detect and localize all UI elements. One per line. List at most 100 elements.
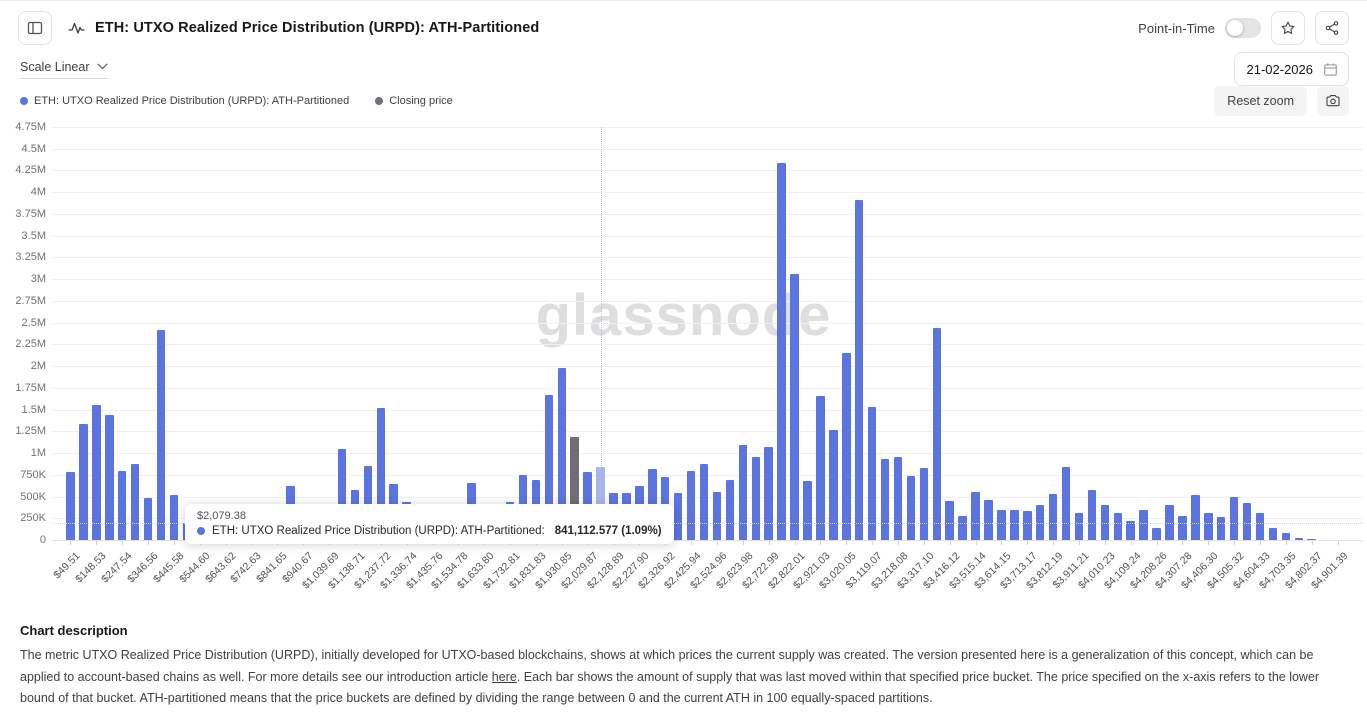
screenshot-button[interactable] xyxy=(1317,86,1349,116)
y-axis-label: 0 xyxy=(39,534,46,546)
legend-closing-label: Closing price xyxy=(389,95,453,107)
point-in-time-toggle[interactable] xyxy=(1225,18,1261,38)
bar[interactable] xyxy=(919,467,929,540)
favorite-button[interactable] xyxy=(1271,11,1305,45)
bar[interactable] xyxy=(79,423,88,540)
y-axis: 0 250K 500K 750K 1M 1.25M 1.5M 1.75M 2M 2.25M 2.5M… xyxy=(0,121,46,546)
bar[interactable] xyxy=(803,480,812,540)
bar[interactable] xyxy=(1281,533,1291,540)
bar[interactable] xyxy=(751,457,760,540)
x-axis-tick xyxy=(975,541,977,545)
bar[interactable] xyxy=(686,471,696,540)
bar[interactable] xyxy=(1204,513,1213,540)
bar[interactable] xyxy=(117,471,127,540)
bar[interactable] xyxy=(932,328,942,540)
x-axis-tick xyxy=(897,541,899,545)
bar[interactable] xyxy=(777,162,786,540)
description-link[interactable]: here xyxy=(491,669,517,684)
bar[interactable] xyxy=(764,446,773,540)
x-axis-tick xyxy=(1337,541,1339,545)
x-axis-tick xyxy=(820,541,822,545)
bar[interactable] xyxy=(842,353,851,540)
bar[interactable] xyxy=(557,367,567,540)
bar[interactable] xyxy=(92,405,101,540)
bar[interactable] xyxy=(1152,527,1161,540)
x-axis-tick xyxy=(1285,541,1287,545)
bar[interactable] xyxy=(1242,503,1252,540)
bar[interactable] xyxy=(66,471,75,540)
bar[interactable] xyxy=(1023,511,1032,540)
y-axis-label: 2.75M xyxy=(15,294,46,307)
bar[interactable] xyxy=(143,497,153,540)
description-heading: Chart description xyxy=(20,623,128,638)
x-axis-tick xyxy=(96,541,98,545)
bar[interactable] xyxy=(169,495,179,540)
bar[interactable] xyxy=(376,407,386,540)
bar[interactable] xyxy=(712,492,722,540)
bar[interactable] xyxy=(1229,497,1239,540)
bar[interactable] xyxy=(699,463,709,540)
bar[interactable] xyxy=(1061,467,1071,540)
bar[interactable] xyxy=(945,500,954,540)
plot-area[interactable] xyxy=(52,127,1363,541)
bar[interactable] xyxy=(1100,504,1110,540)
legend: ETH: UTXO Realized Price Distribution (U… xyxy=(20,95,453,107)
bar[interactable] xyxy=(816,395,825,540)
bar[interactable] xyxy=(1268,528,1278,540)
bar[interactable] xyxy=(854,200,864,540)
bar[interactable] xyxy=(156,329,166,540)
x-axis-tick xyxy=(1130,541,1132,545)
bar[interactable] xyxy=(673,492,683,540)
series-dot-icon xyxy=(197,527,205,535)
bar[interactable] xyxy=(544,394,554,540)
bar[interactable] xyxy=(1048,493,1058,540)
bar[interactable] xyxy=(363,466,373,540)
gridline xyxy=(52,235,1363,237)
bar[interactable] xyxy=(997,510,1006,540)
bar[interactable] xyxy=(971,491,980,540)
share-icon xyxy=(1324,20,1340,36)
bar[interactable] xyxy=(880,459,890,540)
bar[interactable] xyxy=(829,430,838,540)
bar[interactable] xyxy=(337,448,347,540)
bar[interactable] xyxy=(1191,494,1200,540)
bar[interactable] xyxy=(790,273,799,540)
bar[interactable] xyxy=(893,456,903,540)
bar[interactable] xyxy=(1307,538,1316,540)
bar[interactable] xyxy=(984,499,993,540)
bar[interactable] xyxy=(130,463,140,540)
header-actions: Point-in-Time xyxy=(1138,11,1349,45)
bar-closing-price[interactable] xyxy=(570,436,579,540)
x-axis-tick xyxy=(923,541,925,545)
bar[interactable] xyxy=(906,476,916,540)
bar[interactable] xyxy=(1255,512,1265,540)
bar[interactable] xyxy=(725,480,735,540)
bar[interactable] xyxy=(1139,510,1148,540)
bar[interactable] xyxy=(1165,504,1174,540)
share-button[interactable] xyxy=(1315,11,1349,45)
legend-item-series[interactable]: ETH: UTXO Realized Price Distribution (U… xyxy=(20,95,349,107)
bar[interactable] xyxy=(1178,515,1187,540)
bar[interactable] xyxy=(1294,538,1304,540)
bar[interactable] xyxy=(105,414,114,540)
description-text: . Each bar shows the amount of supply th… xyxy=(20,669,1320,706)
reset-zoom-button[interactable]: Reset zoom xyxy=(1214,86,1307,116)
bar[interactable] xyxy=(1126,520,1135,540)
legend-item-closing-price[interactable]: Closing price xyxy=(375,95,453,107)
bar[interactable] xyxy=(738,445,748,540)
y-axis-label: 1M xyxy=(30,447,46,460)
bar[interactable] xyxy=(1216,516,1226,540)
scale-select[interactable]: Scale Linear xyxy=(20,60,108,79)
sidebar-toggle-button[interactable] xyxy=(18,11,52,45)
bar[interactable] xyxy=(1074,513,1084,540)
bar[interactable] xyxy=(958,516,967,540)
y-axis-label: 750K xyxy=(20,468,46,481)
bar[interactable] xyxy=(1010,510,1019,540)
bar[interactable] xyxy=(867,406,877,540)
gridline xyxy=(52,127,1363,128)
bar[interactable] xyxy=(1087,490,1097,540)
bar[interactable] xyxy=(1113,513,1123,540)
gridline xyxy=(52,387,1363,389)
date-picker-input[interactable]: 21-02-2026 xyxy=(1233,52,1349,86)
